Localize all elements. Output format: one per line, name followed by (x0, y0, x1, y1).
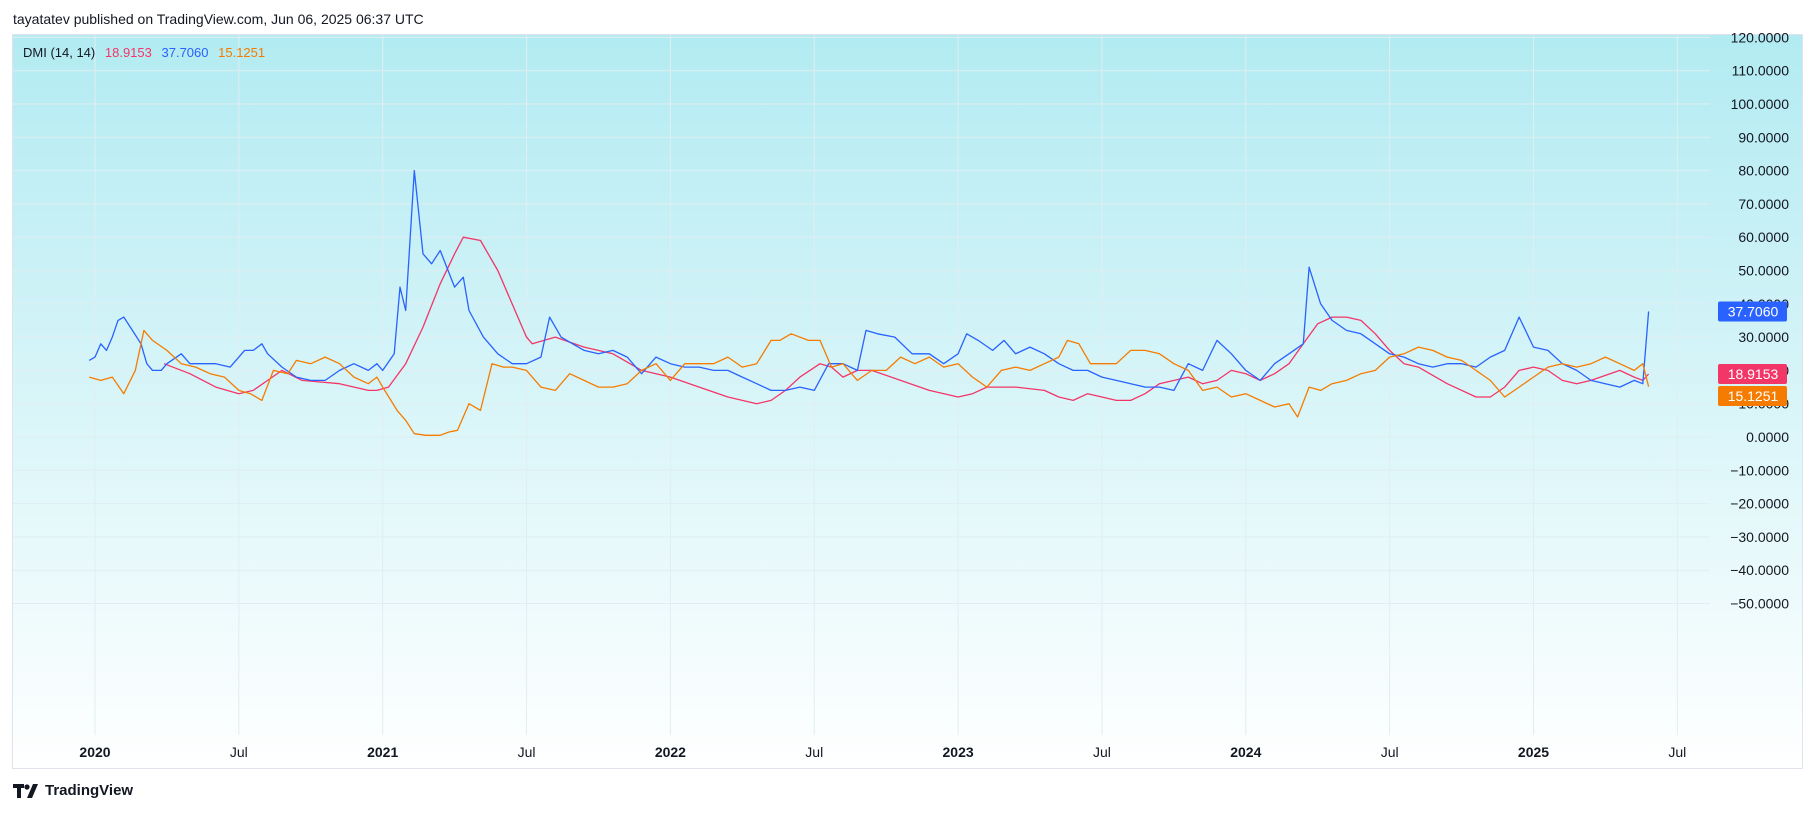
y-tick-label: 80.0000 (1738, 163, 1789, 179)
series-line-minus_di (89, 329, 1650, 436)
x-tick-label: Jul (1668, 744, 1686, 760)
y-tick-label: 0.0000 (1746, 429, 1789, 445)
y-tick-label: 110.0000 (1732, 63, 1790, 79)
legend-title: DMI (14, 14) (23, 45, 96, 60)
x-axis[interactable]: 2020 Jul 2021 Jul 2022 Jul 2023 Jul 2024 Jul 2025 J… (79, 744, 1686, 760)
footer-brand[interactable]: TradingView (13, 782, 133, 799)
x-tick-label: Jul (805, 744, 823, 760)
x-tick-label: Jul (518, 744, 536, 760)
x-tick-label: 2020 (79, 744, 110, 760)
plot-background (13, 35, 1802, 768)
price-badge-label-plus_di: 37.7060 (1728, 303, 1779, 319)
price-badge-label-adx: 18.9153 (1728, 366, 1779, 382)
grid-layer (13, 35, 1710, 735)
publisher-header: tayatatev published on TradingView.com, … (13, 11, 424, 27)
y-tick-label: −20.0000 (1730, 496, 1789, 512)
y-tick-label: −40.0000 (1730, 562, 1789, 578)
y-tick-label: −30.0000 (1730, 529, 1789, 545)
x-tick-label: 2021 (367, 744, 398, 760)
chart-frame[interactable] (12, 34, 1803, 769)
price-badge-minus_di (1718, 386, 1787, 407)
y-tick-label: 120.0000 (1731, 29, 1790, 45)
legend-minus-di-value: 15.1251 (218, 45, 266, 60)
y-tick-label: 90.0000 (1738, 129, 1789, 145)
y-tick-label: −50.0000 (1730, 596, 1789, 612)
x-tick-label: 2025 (1518, 744, 1549, 760)
x-tick-label: 2024 (1230, 744, 1261, 760)
x-tick-label: Jul (1381, 744, 1399, 760)
x-tick-label: 2022 (655, 744, 686, 760)
footer-brand-label: TradingView (45, 782, 134, 799)
tradingview-logo-icon (13, 783, 38, 798)
indicator-legend[interactable]: DMI (14, 14) 18.9153 37.7060 15.1251 (23, 45, 271, 60)
y-tick-label: 100.0000 (1731, 96, 1790, 112)
y-tick-label: 30.0000 (1738, 329, 1789, 345)
y-tick-label: 70.0000 (1738, 196, 1789, 212)
price-badge-adx (1718, 364, 1787, 385)
x-tick-label: Jul (230, 744, 248, 760)
series-line-plus_di (88, 169, 1650, 392)
y-tick-label: 50.0000 (1738, 263, 1789, 279)
price-badges: 37.7060 18.9153 15.1251 (1718, 301, 1787, 407)
y-tick-label: −10.0000 (1730, 462, 1789, 478)
price-badge-plus_di (1718, 301, 1787, 322)
series-layer (88, 169, 1650, 436)
price-badge-label-minus_di: 15.1251 (1728, 388, 1779, 404)
x-tick-label: 2023 (943, 744, 974, 760)
x-tick-label: Jul (1093, 744, 1111, 760)
series-line-adx (163, 236, 1650, 405)
y-tick-label: 60.0000 (1738, 229, 1789, 245)
legend-adx-value: 18.9153 (104, 45, 152, 60)
legend-plus-di-value: 37.7060 (161, 45, 209, 60)
